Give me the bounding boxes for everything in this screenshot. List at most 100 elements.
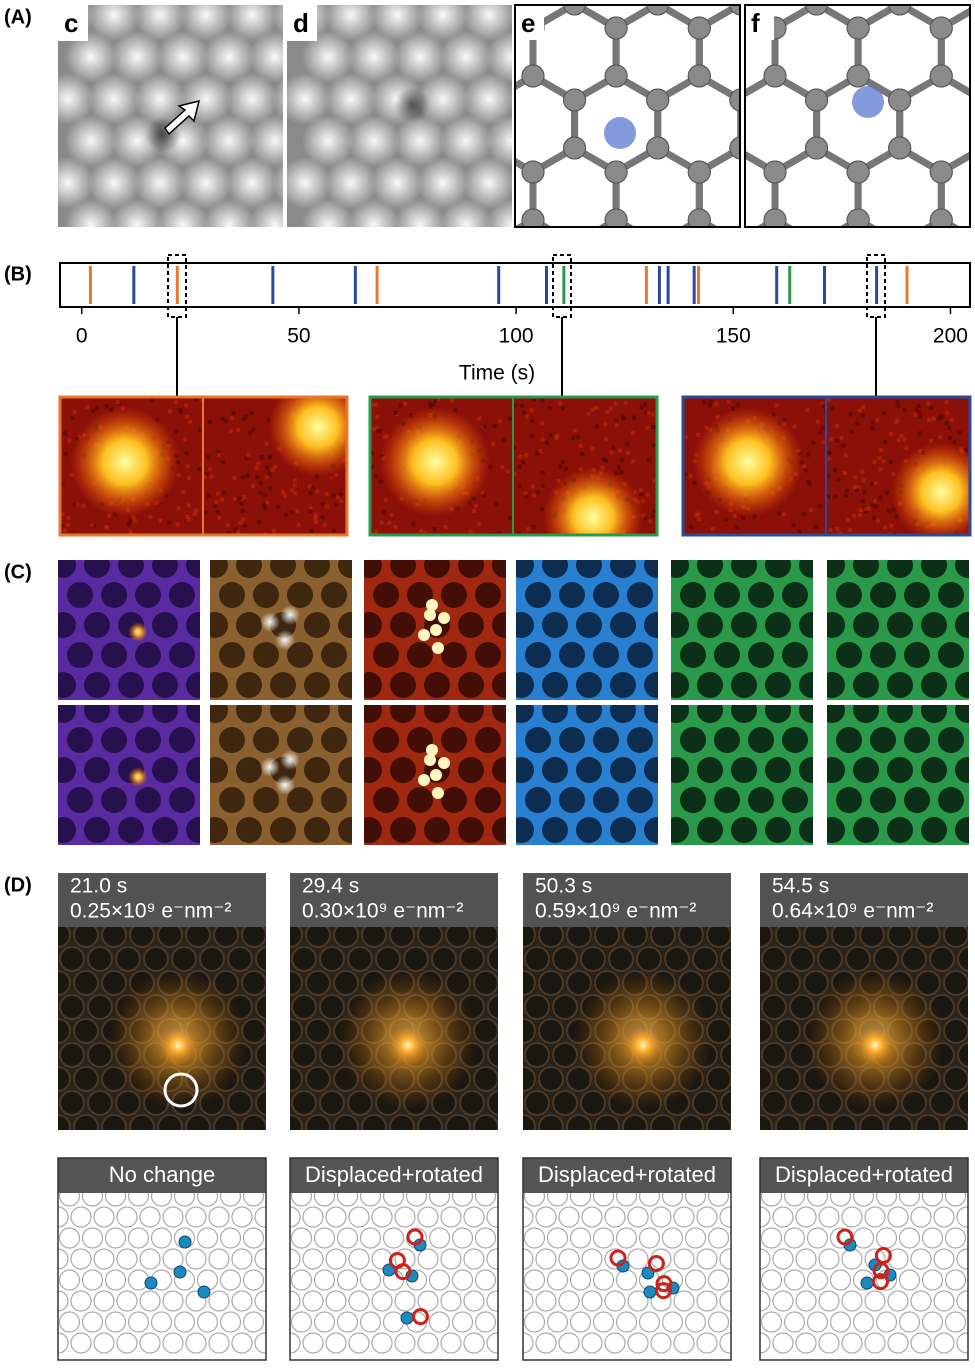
hole [84, 560, 110, 578]
noise [334, 472, 339, 477]
hole [610, 612, 636, 638]
sub-label: c [64, 8, 78, 38]
noise [835, 438, 840, 443]
noise [614, 418, 619, 423]
hole [152, 757, 178, 783]
ring [841, 1332, 863, 1354]
lattice-blob [394, 31, 446, 83]
noise [276, 505, 281, 510]
x-tick-label: 0 [76, 325, 88, 348]
noise [516, 530, 521, 535]
noise [617, 448, 622, 453]
ring [789, 1090, 815, 1116]
ring [487, 1090, 498, 1116]
noise [605, 410, 610, 415]
hole [644, 612, 658, 638]
hole [748, 642, 774, 668]
ring [957, 1090, 968, 1116]
noise [325, 504, 330, 509]
ring [898, 1269, 921, 1291]
hole [441, 727, 467, 753]
hole [58, 612, 76, 638]
hole [441, 787, 467, 813]
noise [220, 416, 225, 421]
ring [558, 1290, 580, 1312]
hole [938, 642, 964, 668]
changed [655, 1282, 672, 1300]
hole [731, 612, 757, 638]
noise [540, 484, 545, 489]
hole [304, 672, 330, 698]
hole [364, 612, 382, 638]
ring [58, 1290, 69, 1312]
lattice-blob [58, 157, 94, 209]
noise [857, 485, 862, 490]
ring [290, 1332, 301, 1354]
hole [680, 787, 706, 813]
noise [207, 419, 212, 424]
schem-frame [759, 1157, 969, 1361]
atom [722, 233, 744, 255]
panel-image [523, 873, 731, 1130]
ring [760, 1290, 771, 1312]
ring [394, 1290, 416, 1312]
atom [563, 5, 587, 16]
noise [540, 470, 545, 475]
noise [270, 468, 275, 473]
ring [445, 1114, 471, 1130]
noise [226, 530, 231, 535]
noise [809, 508, 814, 513]
noise [85, 405, 90, 410]
hole [853, 817, 879, 843]
ring [873, 946, 899, 972]
noise [877, 455, 882, 460]
noise [244, 456, 249, 461]
hole [390, 672, 416, 698]
ring [347, 946, 373, 972]
noise [860, 413, 865, 418]
hole [364, 817, 382, 843]
panel-image [210, 705, 352, 845]
ring [93, 1332, 115, 1354]
hole [373, 787, 399, 813]
changed [406, 1228, 424, 1246]
atom [763, 64, 787, 88]
hotspot [128, 622, 148, 642]
noise [852, 513, 857, 518]
hotspot [432, 787, 444, 799]
hole [84, 612, 110, 638]
hole [731, 705, 757, 723]
atom-blob [693, 407, 803, 517]
noise [904, 446, 909, 451]
lattice-blob [371, 5, 423, 41]
ring [535, 1206, 557, 1228]
ring [760, 1066, 773, 1092]
noise [264, 465, 269, 470]
hole [321, 727, 347, 753]
ring [696, 1248, 718, 1270]
atom [764, 305, 786, 327]
noise [293, 478, 298, 483]
hole [364, 705, 382, 723]
ring [219, 1269, 242, 1291]
noise [213, 504, 218, 509]
hole [390, 560, 416, 578]
noise [692, 481, 697, 486]
hole [338, 705, 352, 723]
hole [765, 560, 791, 578]
noise [702, 400, 707, 405]
lattice-blob [302, 115, 354, 167]
label-bg [516, 6, 544, 40]
noise [116, 400, 121, 405]
lattice-blob [58, 73, 94, 125]
ring [254, 1332, 266, 1354]
ring [933, 1332, 955, 1354]
lattice-blob [203, 115, 255, 167]
status-label: Displaced+rotated [775, 1162, 953, 1187]
noise [239, 498, 244, 503]
atom [647, 233, 669, 255]
noise [683, 472, 688, 477]
hole [697, 672, 723, 698]
hole [364, 560, 382, 578]
hole [516, 705, 534, 723]
